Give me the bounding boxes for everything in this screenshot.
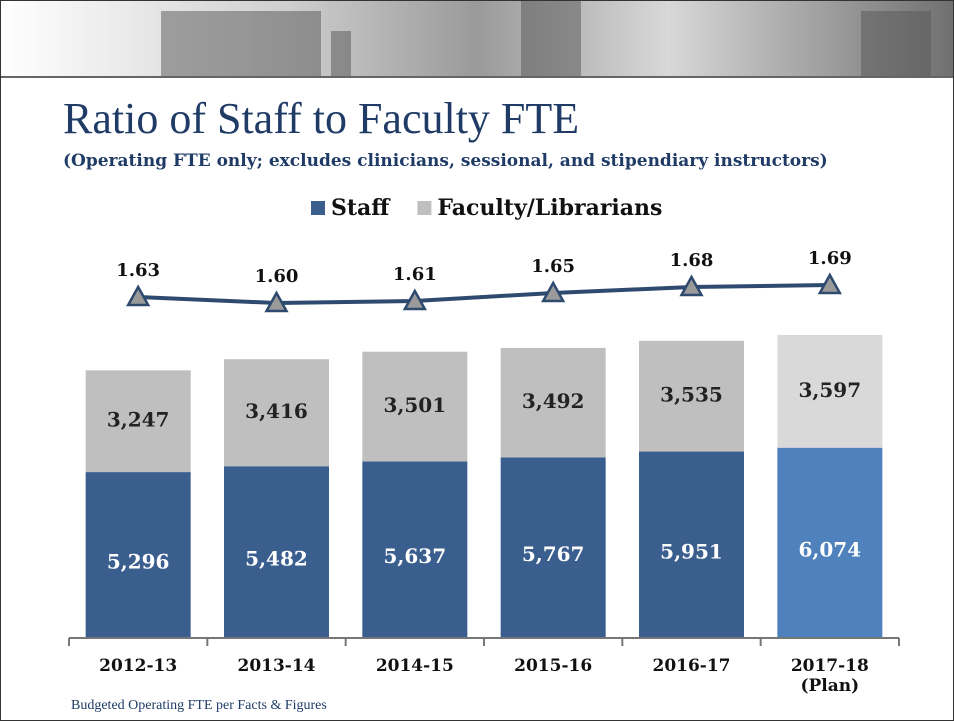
x-tick-label: 2015-16 [513,656,593,676]
footer: Budgeted Operating FTE per Facts & Figur… [71,698,327,714]
legend-swatch [311,201,325,215]
title: Ratio of Staff to Faculty FTE [63,93,579,144]
data-label: 5,637 [384,544,447,568]
ratio-line [138,285,830,303]
legend-swatch [417,201,431,215]
ratio-label: 1.60 [255,266,299,287]
data-label: 5,482 [245,547,308,571]
data-label: 3,501 [384,393,447,417]
ratio-label: 1.68 [670,250,714,271]
data-label: 5,296 [107,550,170,574]
x-tick-label: 2013-14 [237,656,317,676]
data-label: 3,535 [660,383,723,407]
subtitle: (Operating FTE only; excludes clinicians… [63,151,828,171]
ratio-label: 1.61 [393,264,437,285]
data-label: 5,767 [522,542,585,566]
legend-label: Faculty/Librarians [437,195,662,221]
x-tick-label: 2016-17 [652,656,732,676]
data-label: 3,597 [799,378,862,402]
x-tick-label: 2012-13 [98,656,178,676]
data-label: 3,492 [522,389,585,413]
body: Staff Faculty/Librarians 5,296 3,247 5,482 3,… [0,0,954,721]
data-label: 6,074 [799,537,862,561]
x-tick-label: 2017-18 (Plan) [790,656,870,696]
legend-label: Staff [331,195,391,221]
data-label: 5,951 [660,539,723,563]
ratio-label: 1.65 [531,256,575,277]
slide: Staff Faculty/Librarians 5,296 3,247 5,482 3,… [0,0,954,721]
data-label: 3,247 [107,408,170,432]
ratio-label: 1.69 [808,248,852,269]
data-label: 3,416 [245,399,308,423]
banner [1,1,953,77]
ratio-label: 1.63 [116,260,160,281]
x-tick-label: 2014-15 [375,656,455,676]
page: {"title": "Ratio of Staff to Faculty FTE… [0,0,954,721]
